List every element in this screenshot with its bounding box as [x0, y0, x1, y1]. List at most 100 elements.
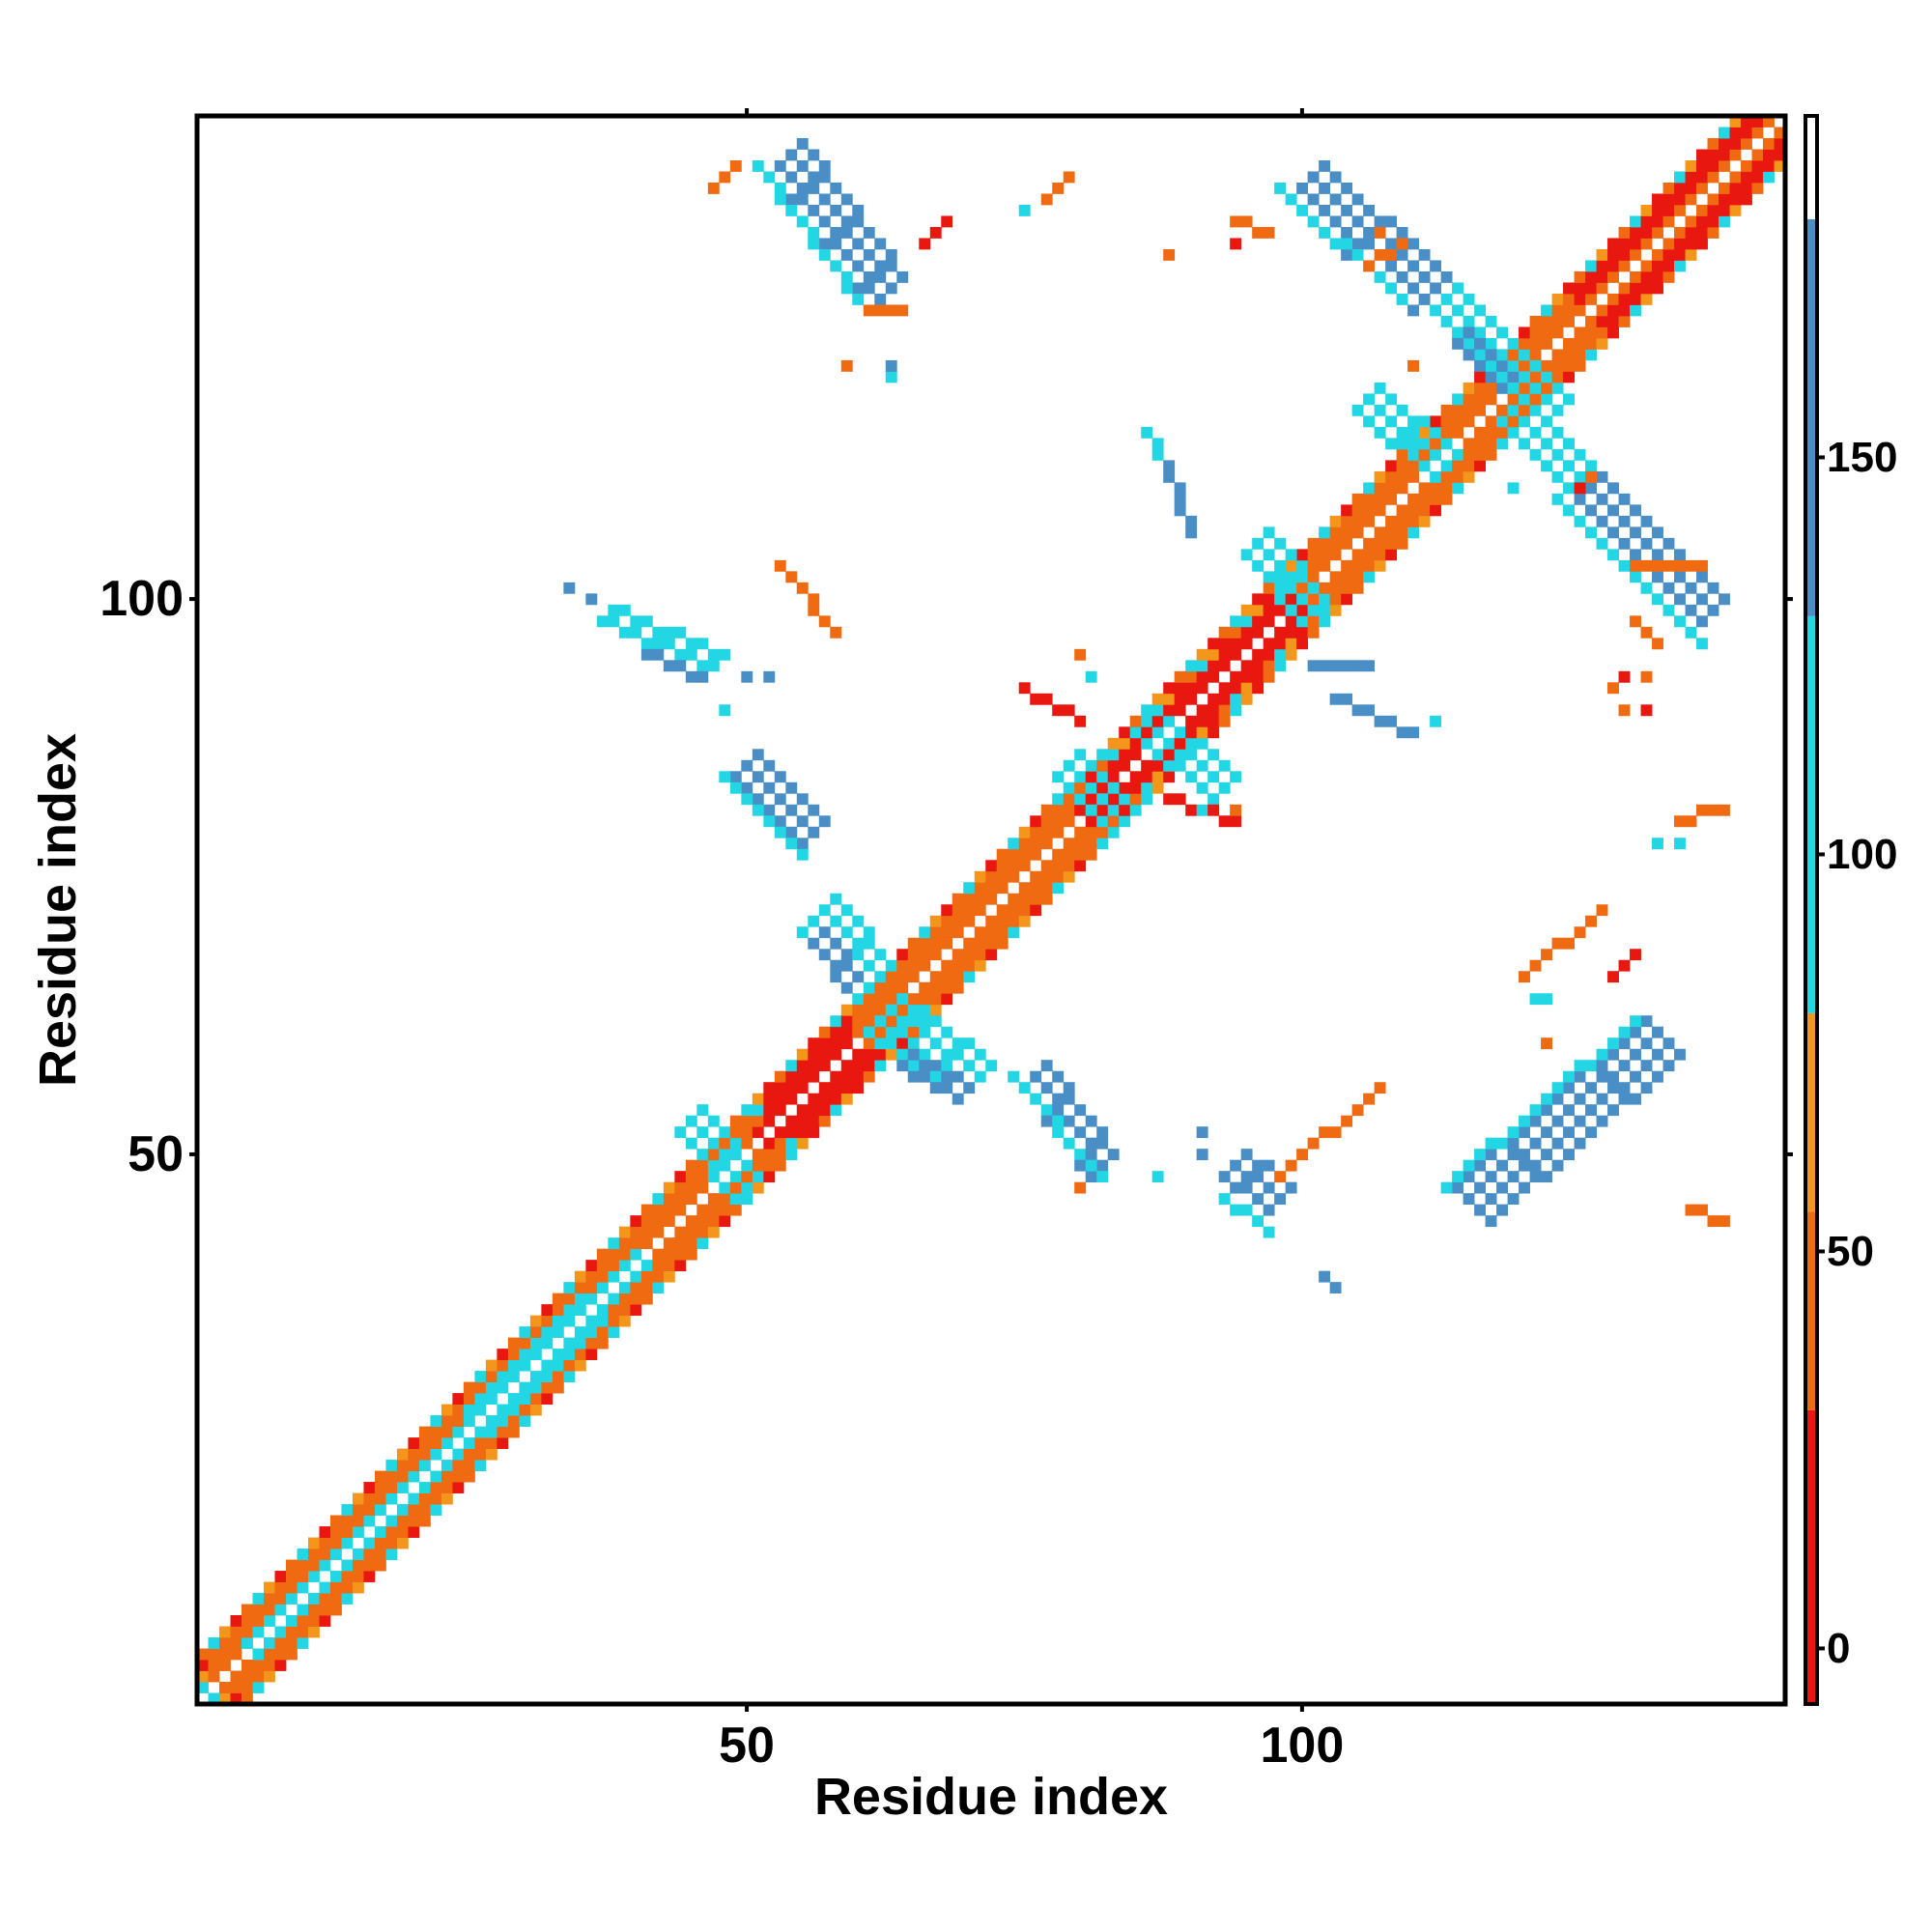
heatmap-cell — [929, 981, 942, 994]
heatmap-cell — [996, 870, 1009, 883]
heatmap-cell — [874, 981, 887, 994]
heatmap-cell — [1063, 838, 1075, 850]
heatmap-cell — [818, 926, 831, 939]
heatmap-cell — [596, 1337, 609, 1350]
heatmap-cell — [1208, 670, 1220, 683]
heatmap-cell — [618, 1282, 631, 1294]
heatmap-cell — [685, 648, 697, 661]
heatmap-cell — [463, 1448, 475, 1461]
heatmap-cell — [430, 1448, 442, 1461]
heatmap-cell — [197, 1660, 209, 1671]
heatmap-cell — [408, 1515, 420, 1527]
heatmap-cell — [1541, 359, 1552, 372]
heatmap-cell — [1563, 393, 1575, 406]
heatmap-cell — [863, 1026, 875, 1038]
heatmap-cell — [1163, 759, 1176, 772]
heatmap-cell — [1407, 415, 1420, 428]
heatmap-cell — [952, 1093, 964, 1105]
heatmap-cell — [885, 993, 897, 1006]
heatmap-cell — [885, 971, 897, 983]
heatmap-cell — [507, 1393, 520, 1405]
heatmap-cell — [596, 1304, 609, 1317]
heatmap-cell — [1274, 648, 1287, 661]
heatmap-cell — [574, 1282, 586, 1294]
heatmap-cell — [1096, 749, 1109, 761]
heatmap-cell — [341, 1581, 354, 1594]
heatmap-cell — [574, 1270, 586, 1283]
heatmap-cell — [1040, 826, 1053, 838]
heatmap-cell — [274, 1648, 287, 1661]
heatmap-cell — [1574, 493, 1586, 505]
heatmap-cell — [1151, 749, 1164, 761]
heatmap-cell — [274, 1571, 287, 1582]
heatmap-cell — [985, 926, 998, 939]
heatmap-cell — [1107, 781, 1120, 794]
heatmap-cell — [1240, 1149, 1253, 1161]
heatmap-cell — [1163, 749, 1176, 761]
heatmap-cell — [1307, 549, 1320, 561]
heatmap-cell — [752, 1149, 764, 1161]
heatmap-cell — [1341, 660, 1353, 672]
heatmap-cell — [1096, 1126, 1109, 1139]
heatmap-cell — [1407, 438, 1420, 450]
heatmap-cell — [1529, 349, 1542, 361]
heatmap-cell — [1507, 1149, 1520, 1161]
heatmap-cell — [307, 1626, 320, 1638]
heatmap-cell — [1551, 371, 1564, 384]
heatmap-cell — [1218, 1193, 1231, 1206]
heatmap-cell — [541, 1326, 554, 1339]
heatmap-cell — [1463, 1193, 1475, 1206]
heatmap-cell — [1418, 515, 1431, 527]
heatmap-cell — [1607, 304, 1619, 317]
heatmap-cell — [1507, 382, 1520, 394]
heatmap-cell — [852, 1004, 865, 1016]
heatmap-cell — [907, 1048, 920, 1061]
heatmap-cell — [1285, 571, 1297, 583]
heatmap-cell — [1174, 749, 1186, 761]
heatmap-cell — [1074, 838, 1087, 850]
heatmap-cell — [885, 282, 897, 295]
heatmap-cell — [418, 1448, 431, 1461]
heatmap-cell — [1496, 426, 1508, 439]
heatmap-cell — [719, 1137, 731, 1150]
heatmap-cell — [1263, 615, 1275, 628]
heatmap-cell — [852, 1070, 865, 1083]
heatmap-cell — [1474, 1204, 1486, 1216]
heatmap-cell — [440, 1470, 453, 1483]
heatmap-cell — [674, 1193, 687, 1206]
heatmap-cell — [1563, 337, 1575, 350]
heatmap-cell — [1685, 626, 1697, 639]
heatmap-cell — [1385, 260, 1398, 272]
heatmap-cell — [874, 949, 887, 961]
heatmap-cell — [1674, 238, 1686, 250]
heatmap-cell — [1529, 426, 1542, 439]
heatmap-cell — [529, 1381, 542, 1394]
heatmap-cell — [1463, 382, 1475, 394]
heatmap-cell — [1008, 915, 1020, 927]
heatmap-cell — [1385, 715, 1398, 727]
heatmap-cell — [608, 1315, 620, 1327]
heatmap-cell — [1585, 327, 1597, 339]
heatmap-cell — [519, 1381, 531, 1394]
heatmap-cell — [729, 1137, 742, 1150]
heatmap-cell — [385, 1460, 398, 1471]
heatmap-cell — [1329, 549, 1342, 561]
heatmap-cell — [1630, 549, 1641, 561]
heatmap-cell — [785, 193, 798, 206]
heatmap-cell — [752, 771, 764, 783]
heatmap-cell — [1274, 626, 1287, 639]
heatmap-cell — [1218, 1171, 1231, 1183]
heatmap-cell — [574, 1293, 586, 1305]
heatmap-cell — [674, 660, 687, 672]
heatmap-cell — [1574, 515, 1586, 527]
heatmap-cell — [1485, 371, 1497, 384]
heatmap-cell — [974, 1048, 986, 1061]
heatmap-cell — [808, 826, 820, 838]
heatmap-cell — [1640, 1060, 1653, 1072]
heatmap-cell — [1230, 693, 1242, 705]
heatmap-cell — [396, 1448, 409, 1461]
heatmap-cell — [319, 1593, 331, 1605]
heatmap-cell — [1496, 415, 1508, 428]
heatmap-cell — [1396, 460, 1408, 472]
heatmap-cell — [1263, 1226, 1275, 1238]
